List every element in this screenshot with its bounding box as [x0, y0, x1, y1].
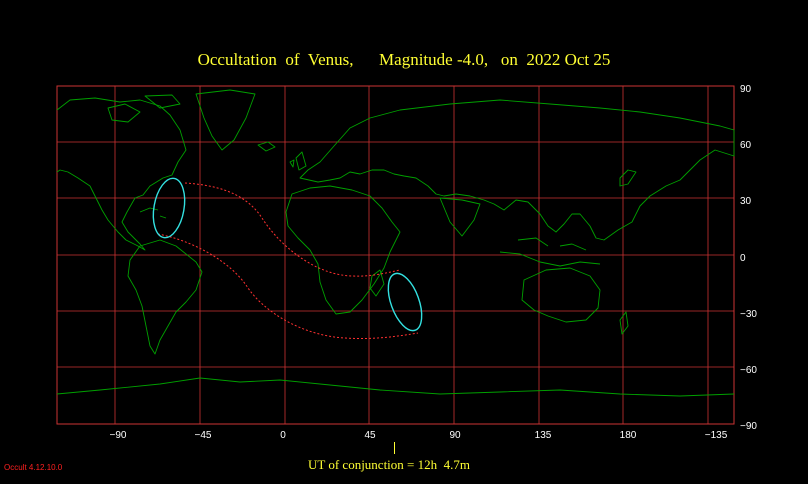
lat-label-30: 30 [740, 196, 752, 207]
horizon-curve-east [387, 272, 423, 332]
arctic-islands [107, 94, 181, 123]
south-america [127, 239, 203, 355]
horizon-curve-west [152, 177, 186, 239]
eurasia [299, 99, 735, 241]
lon-label-90: 90 [449, 430, 461, 441]
north-america [56, 97, 187, 251]
lat-label-m90: −90 [740, 421, 757, 432]
greenland [195, 89, 256, 151]
lon-label-180: 180 [619, 430, 637, 441]
lat-label-90: 90 [740, 84, 752, 95]
conjunction-time: UT of conjunction = 12h 4.7m [308, 457, 470, 472]
lat-label-60: 60 [740, 140, 752, 151]
africa [285, 185, 401, 315]
grid [57, 86, 734, 424]
conjunction-marker [394, 442, 395, 454]
antarctica [56, 377, 735, 397]
lon-label-0: 0 [280, 430, 286, 441]
lat-label-0: 0 [740, 253, 746, 264]
path-limits [157, 182, 419, 340]
lon-label-m45: −45 [194, 430, 212, 441]
britain [289, 151, 307, 171]
lon-label-135: 135 [534, 430, 552, 441]
lat-label-m60: −60 [740, 365, 757, 376]
version-label: Occult 4.12.10.0 [4, 463, 63, 472]
caribbean [139, 207, 167, 219]
lon-label-m90: −90 [109, 430, 127, 441]
lon-label-m135: −135 [704, 430, 728, 441]
lat-label-m30: −30 [740, 309, 757, 320]
new-zealand [619, 311, 629, 335]
india [439, 197, 481, 237]
coastlines [56, 89, 735, 397]
indonesia [499, 237, 601, 267]
australia [521, 267, 601, 323]
japan [619, 169, 637, 187]
iceland [257, 141, 276, 152]
northern-limit [184, 182, 401, 277]
madagascar [369, 269, 385, 297]
rise-set-curves [152, 177, 423, 332]
lon-label-45: 45 [364, 430, 376, 441]
map-title: Occultation of Venus, Magnitude -4.0, on… [197, 50, 611, 69]
